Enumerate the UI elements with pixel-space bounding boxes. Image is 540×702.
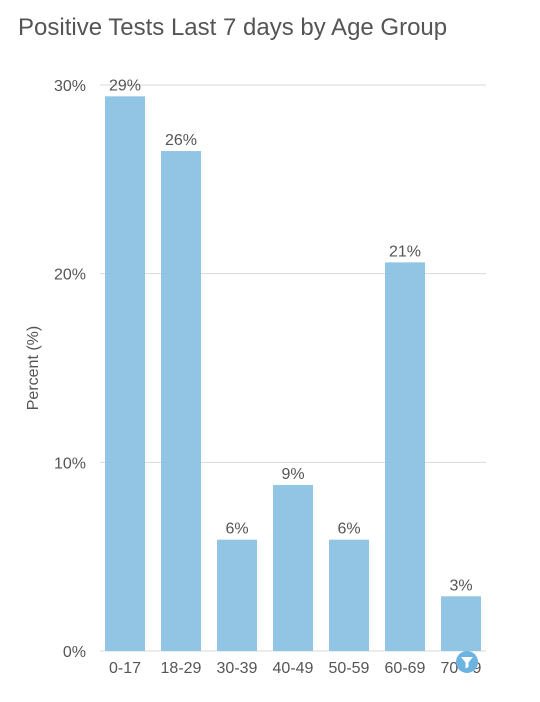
bar-40-49 — [273, 484, 313, 651]
x-tick-label: 18-29 — [161, 660, 202, 677]
data-label: 9% — [281, 466, 304, 483]
data-label: 6% — [337, 521, 360, 538]
x-tick-label: 40-49 — [273, 660, 314, 677]
data-label: 3% — [449, 577, 472, 594]
bar-70-79 — [441, 596, 481, 651]
y-tick-label: 0% — [63, 644, 86, 661]
filter-icon — [461, 657, 473, 669]
x-tick-label: 50-59 — [329, 660, 370, 677]
bar-30-39 — [217, 539, 257, 651]
data-label: 26% — [165, 132, 197, 149]
bar-50-59 — [329, 539, 369, 651]
y-tick-label: 30% — [54, 78, 86, 95]
data-label: 21% — [389, 243, 421, 260]
filter-button[interactable] — [456, 651, 478, 673]
y-axis-ticks: 0% 10% 20% 30% — [54, 78, 86, 661]
x-tick-label: 60-69 — [385, 660, 426, 677]
bar-18-29 — [161, 151, 201, 652]
data-label: 6% — [225, 521, 248, 538]
data-labels: 29% 26% 6% 9% 6% 21% 3% — [109, 77, 473, 594]
data-label: 29% — [109, 77, 141, 94]
x-tick-label: 0-17 — [109, 660, 141, 677]
bars — [105, 96, 481, 652]
y-axis-title: Percent (%) — [25, 326, 42, 410]
x-tick-label: 30-39 — [217, 660, 258, 677]
chart-title: Positive Tests Last 7 days by Age Group — [18, 14, 448, 41]
bar-60-69 — [385, 262, 425, 651]
y-tick-label: 20% — [54, 267, 86, 284]
bar-0-17 — [105, 96, 145, 651]
y-tick-label: 10% — [54, 455, 86, 472]
